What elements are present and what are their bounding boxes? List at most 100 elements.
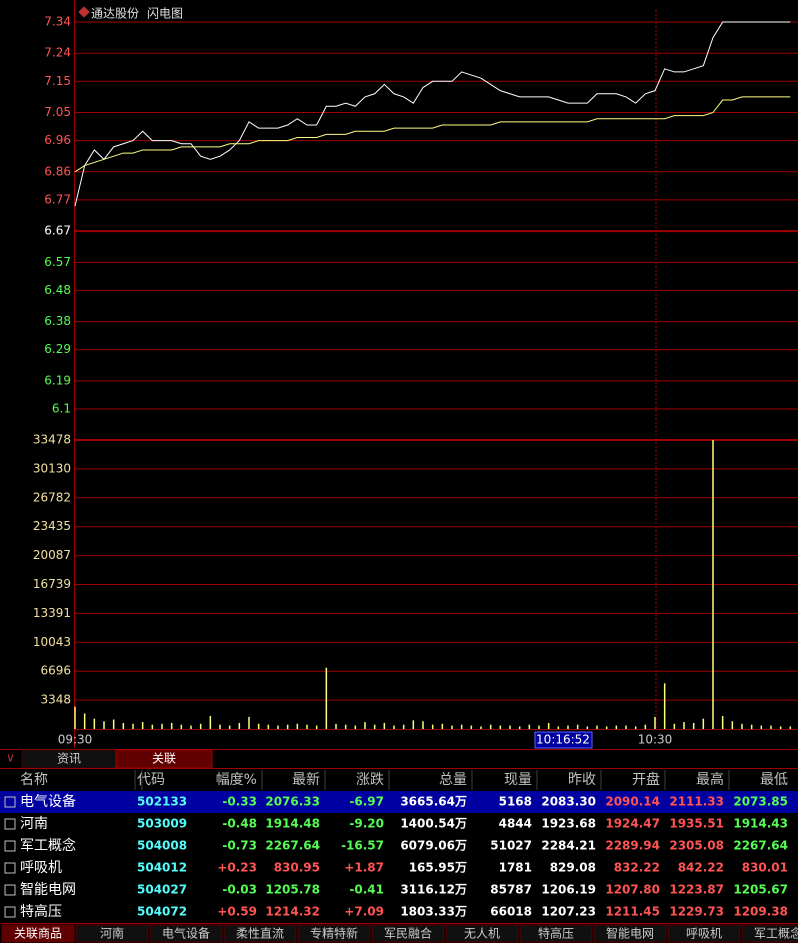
tab-label[interactable]: 电气设备 — [162, 926, 210, 941]
table-cell: 1914.48 — [265, 817, 320, 831]
table-cell: -0.41 — [349, 883, 384, 897]
table-cell: 2083.30 — [541, 795, 596, 809]
checkbox[interactable] — [4, 796, 16, 808]
table-cell: 1211.45 — [605, 905, 660, 919]
y-tick-label: 7.34 — [44, 15, 71, 29]
table-cell: 504012 — [137, 861, 187, 875]
column-header[interactable]: 涨跌 — [356, 772, 384, 788]
y-tick-label: 6.67 — [44, 224, 71, 238]
table-cell: 2267.64 — [265, 839, 320, 853]
tab-label[interactable]: 关联商品 — [14, 926, 62, 941]
y-tick-label: 6.86 — [44, 164, 71, 178]
table-cell: 1923.68 — [541, 817, 596, 831]
table-cell: 2073.85 — [733, 795, 788, 809]
table-cell: 829.08 — [550, 861, 596, 875]
tab[interactable] — [149, 924, 223, 943]
y-tick-label: 23435 — [33, 519, 71, 533]
table-cell: 66018 — [490, 905, 532, 919]
tab[interactable] — [741, 924, 798, 943]
table-cell: -0.33 — [222, 795, 257, 809]
x-tick-label: 10:30 — [638, 733, 673, 747]
column-header[interactable]: 总量 — [439, 772, 467, 788]
tab[interactable] — [75, 924, 149, 943]
y-tick-label: 33478 — [33, 433, 71, 447]
tab-label[interactable]: 专精特新 — [310, 926, 358, 941]
column-header[interactable]: 昨收 — [568, 772, 596, 788]
tab-label[interactable]: 关联 — [152, 752, 176, 766]
cursor-box — [534, 731, 593, 749]
tab[interactable] — [445, 924, 519, 943]
column-header[interactable]: 现量 — [504, 772, 532, 788]
column-header[interactable]: 代码 — [137, 772, 165, 788]
column-header[interactable]: 最高 — [696, 771, 724, 788]
table-cell: 1207.23 — [541, 905, 596, 919]
table-cell: 842.22 — [678, 861, 724, 875]
table-cell: 2111.33 — [669, 795, 724, 809]
table-cell: -9.20 — [349, 817, 384, 831]
tab[interactable] — [593, 924, 667, 943]
table-cell: -0.03 — [222, 883, 257, 897]
y-tick-label: 13391 — [33, 606, 71, 620]
table-cell: 军工概念 — [20, 837, 76, 854]
tab-label[interactable]: 军民融合 — [384, 926, 432, 941]
checkbox[interactable] — [4, 862, 16, 874]
column-header[interactable]: 开盘 — [632, 771, 660, 788]
stock-name: 通达股份 — [91, 7, 139, 21]
table-cell: 2284.21 — [541, 839, 596, 853]
cursor-time: 10:16:52 — [536, 733, 590, 747]
y-tick-label: 6.38 — [44, 314, 71, 328]
checkbox[interactable] — [4, 906, 16, 918]
tab-label[interactable]: 呼吸机 — [686, 927, 722, 941]
tab[interactable] — [371, 924, 445, 943]
table-cell: +0.23 — [217, 861, 257, 875]
table-cell: 830.01 — [742, 861, 788, 875]
table-cell: 502133 — [137, 795, 187, 809]
checkbox[interactable] — [4, 884, 16, 896]
table-cell: 1400.54万 — [400, 817, 467, 831]
table-cell: 1935.51 — [669, 817, 724, 831]
table-cell: 2090.14 — [605, 795, 660, 809]
y-tick-label: 6.57 — [44, 255, 71, 269]
tab[interactable] — [519, 924, 593, 943]
y-tick-label: 6.1 — [52, 402, 71, 416]
column-header[interactable]: 名称 — [20, 772, 48, 788]
tab-label[interactable]: 智能电网 — [606, 926, 654, 941]
table-cell: 智能电网 — [20, 882, 76, 898]
collapse-icon[interactable]: ∨ — [6, 751, 15, 765]
table-cell: 85787 — [490, 883, 532, 897]
table-cell: -16.57 — [341, 839, 384, 853]
checkbox[interactable] — [4, 840, 16, 852]
y-tick-label: 6.77 — [44, 192, 71, 206]
column-header[interactable]: 幅度% — [216, 772, 257, 788]
y-tick-label: 6.19 — [44, 373, 71, 387]
table-cell: 呼吸机 — [20, 860, 62, 876]
table-cell: 504072 — [137, 905, 187, 919]
tab-label[interactable]: 河南 — [100, 926, 124, 941]
tab-active[interactable] — [1, 924, 75, 943]
table-cell: -0.73 — [222, 839, 257, 853]
tab[interactable] — [297, 924, 371, 943]
tab-label[interactable]: 资讯 — [57, 752, 81, 766]
tab[interactable] — [223, 924, 297, 943]
table-cell: 1229.73 — [669, 905, 724, 919]
table-cell: +0.59 — [217, 905, 257, 919]
table-cell: 830.95 — [274, 861, 320, 875]
table-cell: 1205.78 — [265, 883, 320, 897]
tab[interactable] — [667, 924, 741, 943]
table-cell: 503009 — [137, 817, 187, 831]
column-header[interactable]: 最新 — [292, 772, 320, 788]
table-cell: 1207.80 — [605, 883, 660, 897]
table-cell: 5168 — [499, 795, 532, 809]
series-line — [74, 21, 791, 207]
tab-label[interactable]: 无人机 — [464, 927, 500, 941]
column-header[interactable]: 最低 — [760, 772, 788, 788]
table-cell: -6.97 — [349, 795, 384, 809]
checkbox[interactable] — [4, 818, 16, 830]
table-cell: 2267.64 — [733, 839, 788, 853]
tab-label[interactable]: 特高压 — [538, 926, 574, 941]
table-cell: 河南 — [20, 816, 48, 832]
tab-label[interactable]: 柔性直流 — [236, 927, 284, 941]
tab-label[interactable]: 军工概念 — [754, 926, 798, 941]
y-tick-label: 7.24 — [44, 46, 71, 60]
